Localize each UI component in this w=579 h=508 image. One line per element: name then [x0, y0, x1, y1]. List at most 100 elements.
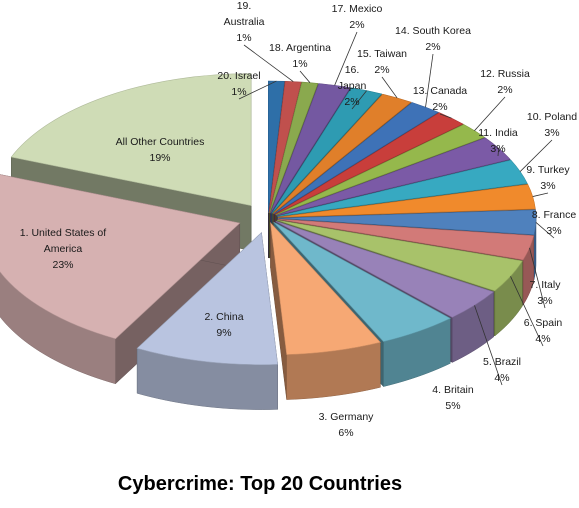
slice-label-15: 6. Spain 4%: [524, 317, 563, 345]
slice-top-19: [136, 232, 278, 365]
slice-top-4: [270, 83, 351, 214]
slice-label-line: 2%: [497, 84, 512, 96]
slice-label-12: 9. Turkey 3%: [526, 164, 570, 192]
leader-line-9: [474, 96, 506, 131]
slice-label-line: All Other Countries: [116, 136, 205, 148]
slice-label-line: 5%: [445, 400, 460, 412]
slice-label-1: 20. Israel 1%: [217, 70, 260, 98]
leader-line-14: [529, 247, 546, 309]
slice-label-line: 15. Taiwan: [357, 48, 407, 60]
slice-label-line: 13. Canada: [413, 85, 467, 97]
slice-top-12: [277, 184, 536, 218]
leader-line-11: [519, 139, 553, 172]
slice-label-line: 19%: [149, 152, 170, 164]
slice-label-line: 2%: [349, 19, 364, 31]
slice-label-line: 17. Mexico: [332, 3, 383, 15]
slice-top-6: [272, 93, 412, 214]
slice-label-line: 9%: [216, 327, 231, 339]
slice-label-line: 3%: [490, 143, 505, 155]
leader-line-2: [243, 44, 294, 82]
slice-label-line: 2. China: [204, 311, 243, 323]
leader-line-5: [351, 90, 367, 110]
slice-top-21: [10, 73, 252, 206]
leader-line-15: [510, 276, 544, 347]
pie-slice-19: [136, 232, 278, 410]
slice-label-line: 7. Italy: [530, 279, 562, 291]
slice-top-5: [271, 87, 383, 214]
slice-label-line: 2%: [344, 96, 359, 108]
slice-label-line: 6. Spain: [524, 317, 563, 329]
slice-label-line: 3. Germany: [319, 411, 375, 423]
leader-lines: [238, 31, 555, 386]
slice-top-17: [273, 221, 451, 342]
slice-label-3: 18. Argentina 1%: [269, 42, 331, 70]
slice-label-line: 8. France: [532, 209, 577, 221]
leader-line-7: [425, 53, 434, 108]
slice-label-7: 14. South Korea 2%: [395, 25, 471, 53]
slice-label-line: 19.: [237, 0, 252, 12]
slice-label-line: 9. Turkey: [526, 164, 570, 176]
slice-label-20: 1. United States of America 23%: [20, 227, 106, 271]
slice-label-line: 2%: [432, 101, 447, 113]
leader-line-16: [474, 305, 503, 386]
slice-label-line: America: [44, 243, 83, 255]
leader-line-10: [497, 148, 500, 157]
slice-label-6: 15. Taiwan 2%: [357, 48, 407, 76]
slice-label-line: 5. Brazil: [483, 356, 521, 368]
leader-line-12: [532, 192, 549, 197]
slice-label-13: 8. France 3%: [532, 209, 577, 237]
slice-label-14: 7. Italy 3%: [530, 279, 562, 307]
slice-label-2: 19. Australia 1%: [224, 0, 265, 44]
leader-line-13: [535, 222, 555, 239]
pie-slices: [0, 73, 537, 410]
slice-label-18: 3. Germany 6%: [319, 411, 375, 439]
leader-line-1: [238, 80, 277, 100]
chart-title: Cybercrime: Top 20 Countries: [118, 473, 402, 495]
slice-label-line: 4%: [494, 372, 509, 384]
slice-label-line: 11. India: [478, 127, 518, 139]
slice-label-line: 4. Britain: [432, 384, 474, 396]
slice-label-19: 2. China 9%: [204, 311, 243, 339]
slice-top-20: [0, 174, 241, 340]
slice-labels: 20. Israel 1%19. Australia 1%18. Argentina 1…: [20, 0, 577, 439]
slice-top-15: [276, 219, 523, 292]
slice-label-line: 20. Israel: [217, 70, 260, 82]
slice-label-line: 4%: [535, 333, 550, 345]
slice-label-17: 4. Britain 5%: [432, 384, 474, 412]
slice-label-line: 2%: [374, 64, 389, 76]
slice-label-line: 16.: [345, 64, 360, 76]
slice-label-line: 18. Argentina: [269, 42, 331, 54]
slice-label-11: 10. Poland 3%: [527, 111, 577, 139]
slice-label-line: 12. Russia: [480, 68, 530, 80]
slice-label-line: 3%: [537, 295, 552, 307]
leader-line-8: [439, 113, 452, 119]
slice-label-16: 5. Brazil 4%: [483, 356, 521, 384]
slice-label-5: 16. Japan 2%: [338, 64, 367, 108]
slice-label-line: 1%: [292, 58, 307, 70]
slice-top-18: [270, 221, 381, 355]
slice-label-8: 13. Canada 2%: [413, 85, 467, 113]
slice-label-line: 6%: [338, 427, 353, 439]
slice-top-10: [276, 137, 511, 216]
pie-slice-18: [270, 221, 381, 400]
leader-line-4: [334, 31, 358, 86]
slice-label-line: 23%: [52, 259, 73, 271]
slice-label-10: 11. India 3%: [478, 127, 518, 155]
slice-top-7: [273, 102, 439, 215]
slice-label-line: Japan: [338, 80, 367, 92]
slice-label-line: 14. South Korea: [395, 25, 471, 37]
slice-label-line: 3%: [540, 180, 555, 192]
slice-label-line: 1%: [236, 32, 251, 44]
slice-label-21: All Other Countries 19%: [116, 136, 205, 164]
slice-label-line: 10. Poland: [527, 111, 577, 123]
leader-line-3: [299, 70, 311, 83]
slice-label-4: 17. Mexico 2%: [332, 3, 383, 31]
slice-label-line: 3%: [544, 127, 559, 139]
slice-label-line: 1. United States of: [20, 227, 106, 239]
slice-label-line: 1%: [231, 86, 246, 98]
leader-line-6: [381, 76, 398, 99]
slice-top-16: [275, 220, 495, 318]
slice-label-line: 3%: [546, 225, 561, 237]
slice-label-line: 2%: [425, 41, 440, 53]
